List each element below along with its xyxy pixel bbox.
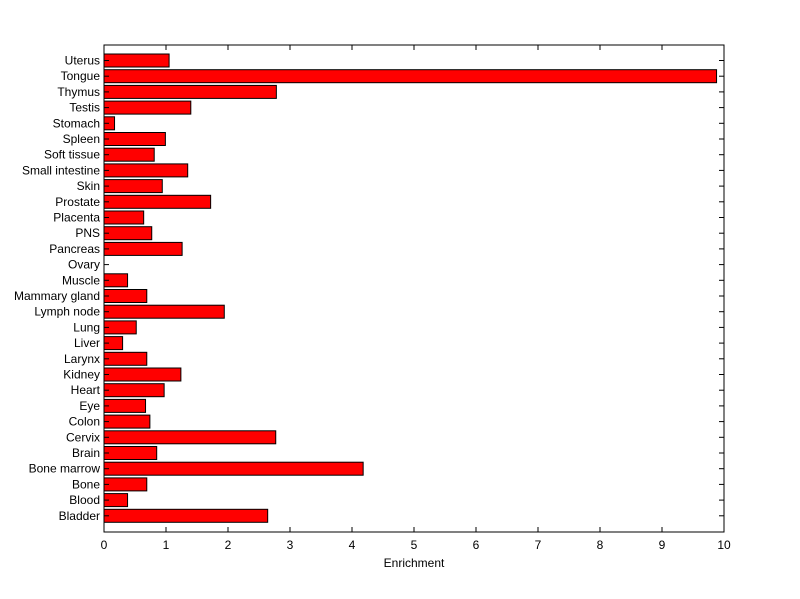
bar-lymph-node <box>103 304 225 319</box>
y-tick-label-spleen: Spleen <box>63 132 100 146</box>
plot-area <box>104 45 724 532</box>
x-tick-label-8: 8 <box>597 538 604 552</box>
y-tick-label-lung: Lung <box>73 320 100 334</box>
y-tick-label-pns: PNS <box>75 226 100 240</box>
y-tick-label-bone-marrow: Bone marrow <box>29 462 101 476</box>
x-tick-label-0: 0 <box>101 538 108 552</box>
x-tick-label-4: 4 <box>349 538 356 552</box>
y-tick-label-ovary: Ovary <box>68 258 100 272</box>
y-tick-label-eye: Eye <box>79 399 100 413</box>
x-tick-label-7: 7 <box>535 538 542 552</box>
y-tick-label-stomach: Stomach <box>53 116 100 130</box>
bar-pns <box>103 226 153 241</box>
bar-uterus <box>103 53 170 68</box>
y-tick-label-bladder: Bladder <box>59 509 100 523</box>
bars-group <box>103 53 718 523</box>
bar-kidney <box>103 367 182 382</box>
x-tick-label-5: 5 <box>411 538 418 552</box>
y-tick-label-soft-tissue: Soft tissue <box>44 148 100 162</box>
bar-eye <box>103 398 147 413</box>
y-tick-label-larynx: Larynx <box>64 352 100 366</box>
bar-bone <box>103 477 148 492</box>
bar-testis <box>103 100 192 115</box>
y-tick-label-pancreas: Pancreas <box>49 242 100 256</box>
y-tick-label-bone: Bone <box>72 477 100 491</box>
y-tick-label-blood: Blood <box>69 493 100 507</box>
x-tick-label-3: 3 <box>287 538 294 552</box>
bar-thymus <box>103 84 277 99</box>
y-tick-label-placenta: Placenta <box>53 211 100 225</box>
y-tick-label-thymus: Thymus <box>57 85 100 99</box>
x-tick-label-2: 2 <box>225 538 232 552</box>
y-tick-label-cervix: Cervix <box>66 430 100 444</box>
bar-tongue <box>103 69 718 84</box>
y-tick-label-muscle: Muscle <box>62 273 100 287</box>
y-tick-label-liver: Liver <box>74 336 100 350</box>
y-tick-label-kidney: Kidney <box>63 368 100 382</box>
y-tick-label-prostate: Prostate <box>55 195 100 209</box>
y-tick-label-tongue: Tongue <box>61 69 101 83</box>
bar-prostate <box>103 194 212 209</box>
x-tick-label-10: 10 <box>717 538 731 552</box>
bar-colon <box>103 414 151 429</box>
bar-heart <box>103 383 165 398</box>
bar-larynx <box>103 351 148 366</box>
y-tick-label-testis: Testis <box>69 101 100 115</box>
bar-brain <box>103 446 158 460</box>
bar-bladder <box>103 508 269 523</box>
x-tick-label-6: 6 <box>473 538 480 552</box>
x-tick-label-9: 9 <box>659 538 666 552</box>
bar-soft-tissue <box>103 147 155 162</box>
bar-spleen <box>103 132 166 146</box>
y-tick-label-mammary-gland: Mammary gland <box>14 289 100 303</box>
bar-pancreas <box>103 241 183 256</box>
y-tick-label-skin: Skin <box>77 179 100 193</box>
x-axis-title: Enrichment <box>384 556 445 570</box>
bar-skin <box>103 179 163 194</box>
bar-placenta <box>103 210 145 225</box>
y-tick-label-heart: Heart <box>71 383 101 397</box>
axes-box <box>103 44 725 533</box>
bar-bone-marrow <box>103 461 364 476</box>
y-tick-label-lymph-node: Lymph node <box>34 305 100 319</box>
bar-mammary-gland <box>103 289 148 303</box>
y-tick-label-brain: Brain <box>72 446 100 460</box>
y-tick-label-uterus: Uterus <box>65 54 100 68</box>
y-tick-label-colon: Colon <box>69 415 100 429</box>
y-tick-label-small-intestine: Small intestine <box>22 163 100 177</box>
x-tick-label-1: 1 <box>163 538 170 552</box>
bar-cervix <box>103 430 277 445</box>
bar-small-intestine <box>103 163 189 178</box>
